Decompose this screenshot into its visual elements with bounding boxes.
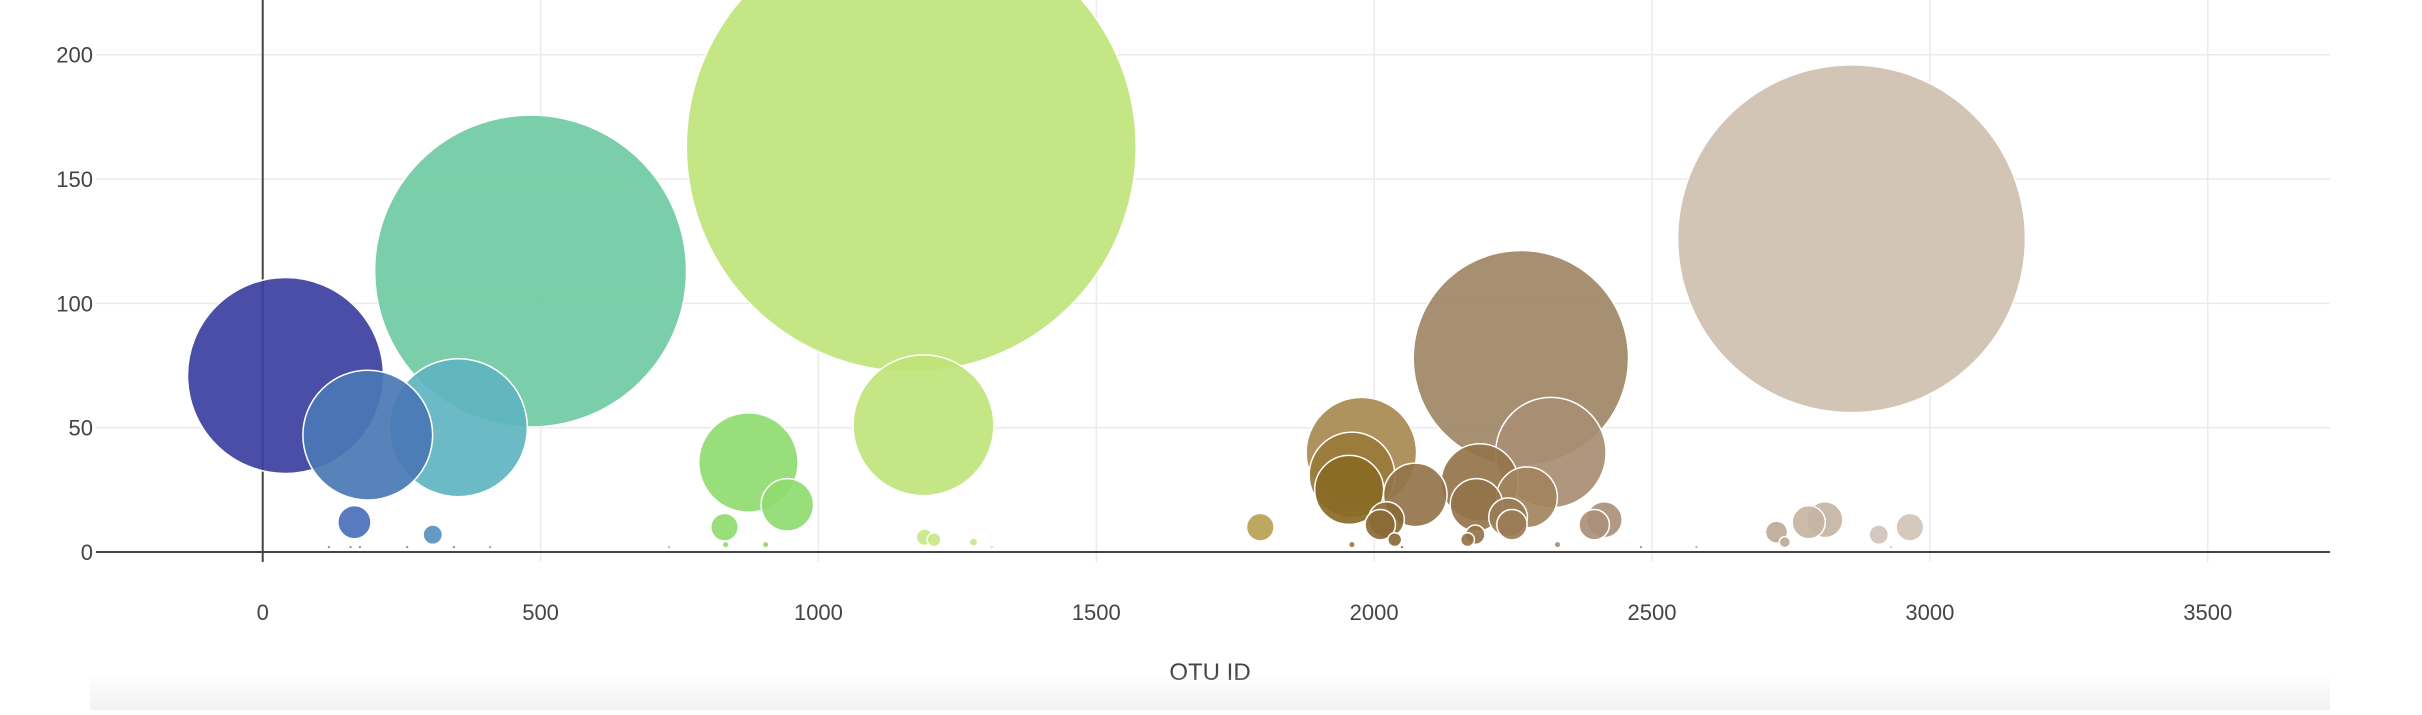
x-tick-label: 3000 — [1905, 600, 1954, 625]
bubble-point — [1676, 64, 2027, 414]
bubble-point — [373, 114, 688, 428]
bubble-point — [926, 531, 942, 548]
bubble-point — [852, 354, 995, 497]
bubble-point — [685, 0, 1137, 373]
bubbles — [186, 0, 2027, 549]
x-tick-label: 3500 — [2183, 600, 2232, 625]
x-tick-label: 2500 — [1628, 600, 1677, 625]
bubble-point — [1364, 508, 1397, 541]
bubble-point — [1895, 512, 1925, 542]
bubble-point — [1694, 545, 1699, 549]
bubble-point — [337, 504, 372, 540]
bubble-point — [760, 477, 815, 532]
bubble-point — [722, 541, 729, 548]
bubble-point — [422, 524, 444, 546]
y-tick-label: 200 — [56, 43, 93, 68]
bubble-point — [1459, 531, 1476, 548]
bubble-point — [327, 545, 331, 549]
bubble-point — [709, 512, 740, 542]
bubble-point — [1245, 512, 1275, 542]
x-tick-label: 0 — [257, 600, 269, 625]
bubble-point — [762, 541, 769, 548]
x-tick-label: 500 — [522, 600, 559, 625]
x-tick-label: 1000 — [794, 600, 843, 625]
bubble-point — [358, 545, 362, 549]
x-tick-label: 2000 — [1350, 600, 1399, 625]
bubble-point — [1554, 541, 1561, 548]
bubble-point — [348, 545, 353, 549]
bubble-point — [488, 545, 492, 549]
bubble-point — [1889, 545, 1893, 549]
bubble-point — [1387, 531, 1403, 548]
bubble-point — [1791, 504, 1827, 540]
bubble-point — [452, 545, 456, 549]
bubble-point — [968, 537, 979, 547]
bubble-point — [667, 545, 671, 549]
tick-labels: 0 500 1000 1500 2000 2500 3000 3500 0 50 100 150 200 — [56, 43, 2232, 625]
bubble-point — [1639, 545, 1643, 549]
y-tick-label: 50 — [69, 416, 93, 441]
bubble-point — [1496, 508, 1528, 541]
bubble-point — [990, 545, 994, 549]
x-tick-label: 1500 — [1072, 600, 1121, 625]
bubble-point — [302, 369, 434, 501]
y-tick-label: 100 — [56, 291, 93, 316]
bubble-point — [1778, 535, 1792, 549]
bubble-point — [1400, 545, 1404, 549]
bubble-point — [1868, 524, 1890, 546]
y-tick-label: 150 — [56, 167, 93, 192]
y-tick-label: 0 — [81, 540, 93, 565]
bubble-point — [1578, 508, 1611, 541]
bubble-point — [405, 545, 409, 549]
bubble-point — [1348, 541, 1355, 548]
x-axis-title: OTU ID — [1169, 659, 1250, 686]
